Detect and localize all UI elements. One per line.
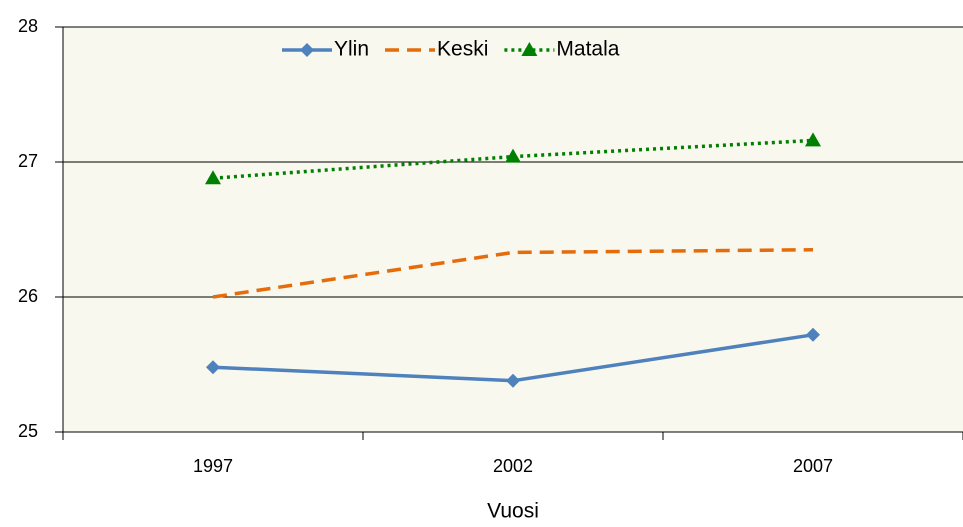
marker <box>806 327 820 342</box>
legend-marker <box>300 43 314 57</box>
x-tick-label: 2002 <box>493 456 533 476</box>
y-tick-label: 25 <box>18 421 38 441</box>
x-tick-label: 1997 <box>193 456 233 476</box>
y-tick-label: 26 <box>18 286 38 306</box>
series-line <box>212 248 814 299</box>
legend-label: Keski <box>437 38 488 61</box>
plot-area <box>63 27 963 432</box>
legend-label: Matala <box>556 38 619 61</box>
legend-label: Ylin <box>334 38 369 61</box>
marker <box>506 373 520 388</box>
marker <box>206 360 220 375</box>
series-line <box>212 138 814 180</box>
x-axis-title: Vuosi <box>487 500 539 523</box>
marker <box>505 148 521 163</box>
y-tick-label: 27 <box>18 151 38 171</box>
legend-marker <box>521 42 538 56</box>
x-tick-label: 2007 <box>793 456 833 476</box>
marker <box>805 132 821 147</box>
y-tick-label: 28 <box>18 16 38 36</box>
marker <box>205 170 221 185</box>
